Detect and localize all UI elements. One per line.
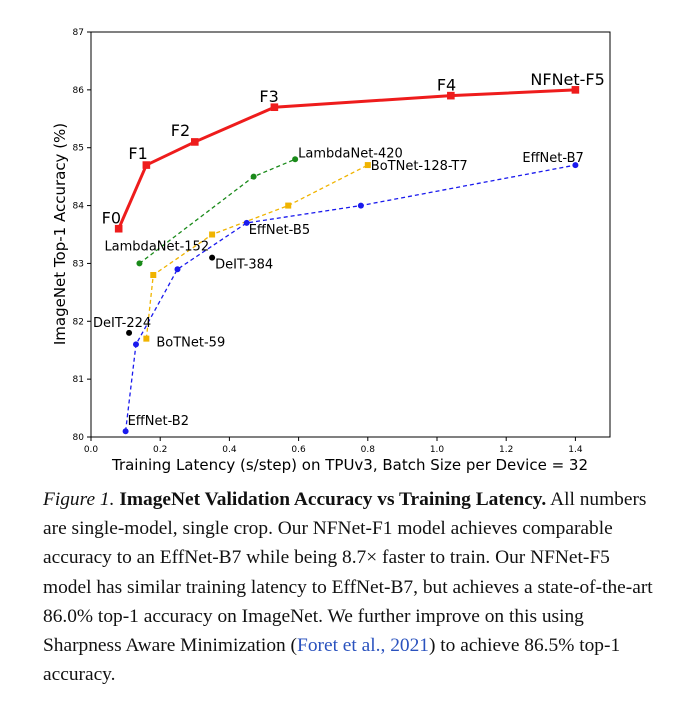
x-tick-label: 1.4 <box>568 445 583 455</box>
x-tick-label: 1.0 <box>430 445 445 455</box>
effnet-marker <box>572 162 579 169</box>
nfnet-marker <box>191 138 199 146</box>
y-tick-label: 85 <box>73 144 84 154</box>
x-axis-ticks: 0.0 0.2 0.4 0.6 0.8 1.0 1.2 1.4 <box>84 437 583 455</box>
nfnet-marker <box>270 103 279 112</box>
plot-area-frame <box>90 31 611 438</box>
point-label: DeIT-224 <box>93 316 151 331</box>
botnet-marker <box>143 335 150 342</box>
figure-label: Figure 1. <box>43 489 115 510</box>
x-tick-label: 0.8 <box>361 445 376 455</box>
y-tick-label: 83 <box>73 259 84 269</box>
citation-link[interactable]: Foret et al., 2021 <box>297 635 429 657</box>
x-tick-label: 0.2 <box>153 445 167 455</box>
effnet-marker <box>122 428 129 435</box>
effnet-marker <box>132 341 139 348</box>
x-tick-label: 0.6 <box>291 445 306 455</box>
nfnet-marker <box>142 161 151 169</box>
point-label: BoTNet-59 <box>156 336 225 351</box>
x-tick-label: 0.4 <box>222 445 237 455</box>
y-tick-label: 87 <box>73 28 84 38</box>
y-tick-label: 82 <box>73 317 84 327</box>
x-tick-label: 0.0 <box>84 445 99 455</box>
point-label: F1 <box>128 144 147 163</box>
deit-marker <box>209 254 216 261</box>
chart: 0.0 0.2 0.4 0.6 0.8 1.0 1.2 1.4 808182838485868… <box>51 28 611 474</box>
point-label: LambdaNet-152 <box>104 239 209 254</box>
point-label: NFNet-F5 <box>530 70 604 89</box>
y-tick-label: 80 <box>73 433 85 443</box>
figure-title: ImageNet Validation Accuracy vs Training… <box>119 489 547 510</box>
caption-body-start: All numbers are single-model, single cro… <box>43 489 653 657</box>
nfnet-marker <box>571 86 580 94</box>
effnet-marker <box>174 266 181 273</box>
lambdanet-marker <box>136 260 143 267</box>
point-labels: F0 F1 F2 F3 F4 NFNet-F5 LambdaNet-152 LambdaNet… <box>93 70 605 429</box>
point-label: F3 <box>259 87 278 106</box>
effnet-line <box>124 164 576 432</box>
botnet-marker <box>285 202 292 209</box>
point-label: F2 <box>171 121 190 140</box>
nfnet-marker <box>447 91 455 100</box>
y-axis-label: ImageNet Top-1 Accuracy (%) <box>51 123 69 345</box>
point-label: F4 <box>437 76 456 95</box>
caption-body-end: ) to achieve 86.5% top-1 accuracy. <box>43 635 621 686</box>
lambdanet-marker <box>250 173 257 180</box>
point-label: EffNet-B7 <box>522 151 583 166</box>
nfnet-marker <box>114 224 123 233</box>
x-axis-label: Training Latency (s/step) on TPUv3, Batc… <box>111 456 588 474</box>
deit-marker <box>126 329 133 336</box>
botnet-marker <box>150 272 157 278</box>
point-label: EffNet-B2 <box>128 414 189 429</box>
y-axis-ticks: 80 81 82 83 84 85 86 87 <box>73 28 91 443</box>
point-label: LambdaNet-420 <box>298 146 403 161</box>
nfnet-line <box>117 88 576 230</box>
series-layer <box>114 86 580 435</box>
x-tick-label: 1.2 <box>499 445 513 455</box>
botnet-marker <box>209 231 216 238</box>
point-label: F0 <box>102 209 121 228</box>
point-label: DeIT-384 <box>215 258 273 273</box>
figure-caption: Figure 1. ImageNet Validation Accuracy v… <box>43 485 655 689</box>
point-label: BoTNet-128-T7 <box>371 159 468 174</box>
effnet-marker <box>357 202 364 209</box>
y-tick-label: 84 <box>73 202 85 212</box>
y-tick-label: 86 <box>73 86 85 96</box>
lambdanet-marker <box>292 156 299 163</box>
effnet-marker <box>243 219 250 226</box>
botnet-marker <box>364 162 371 169</box>
point-label: EffNet-B5 <box>249 223 310 238</box>
y-tick-label: 81 <box>73 375 84 385</box>
